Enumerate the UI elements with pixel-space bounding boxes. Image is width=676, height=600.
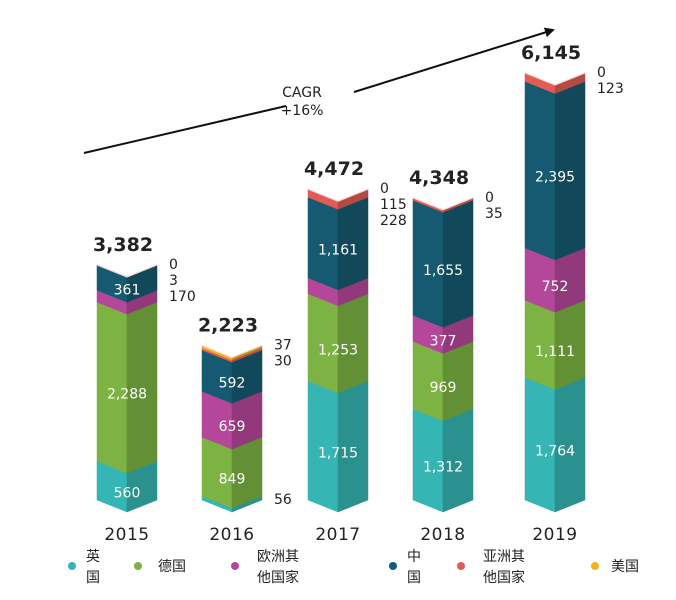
value-label-2015-3: 361 <box>114 283 141 299</box>
legend-label-2-line1: 欧洲其 <box>257 549 299 565</box>
value-label-2017-0: 1,715 <box>318 445 358 461</box>
value-label-2015-1: 2,288 <box>107 387 147 403</box>
value-label-2019-2: 752 <box>542 279 569 295</box>
bar-2015-cap <box>96 264 158 278</box>
bar-2017-cap <box>307 188 369 202</box>
bar-2016-cap <box>201 344 263 359</box>
bars-group <box>96 72 586 513</box>
total-label-2018: 4,348 <box>409 167 469 189</box>
value-label-2019-4: 123 <box>597 81 624 97</box>
value-label-2018-2: 377 <box>430 333 457 349</box>
year-label-2018: 2018 <box>420 525 465 545</box>
legend-label-0-line2: 国 <box>86 570 100 586</box>
legend-marker-5 <box>591 562 599 570</box>
legend-label-4-line1: 亚洲其 <box>483 549 525 565</box>
cagr-arrow-tail <box>83 105 287 154</box>
value-label-2017-2: 228 <box>380 213 407 229</box>
legend-marker-1 <box>134 562 142 570</box>
legend-label-3-line1: 中 <box>407 549 421 565</box>
value-label-2018-0: 1,312 <box>423 459 463 475</box>
cagr-annotation: CAGR +16% <box>83 27 555 154</box>
legend-label-3-line2: 国 <box>407 570 421 586</box>
year-label-2017: 2017 <box>315 525 360 545</box>
cagr-value: +16% <box>281 103 324 119</box>
value-label-2017-3: 1,161 <box>318 243 358 259</box>
legend-marker-4 <box>457 562 465 570</box>
legend-label-4-line2: 他国家 <box>483 569 525 586</box>
legend-marker-2 <box>231 562 239 570</box>
year-label-2016: 2016 <box>209 525 254 545</box>
value-label-2016-4: 30 <box>274 354 292 370</box>
value-label-2019-3: 2,395 <box>535 170 575 186</box>
legend-label-1: 德国 <box>158 559 186 575</box>
value-label-2018-5: 0 <box>485 190 494 206</box>
value-label-2017-1: 1,253 <box>318 342 358 358</box>
value-label-2018-4: 35 <box>485 206 503 222</box>
labels-group: 5602,288361031703,3822015849659592563730… <box>93 42 624 545</box>
value-label-2019-5: 0 <box>597 65 606 81</box>
value-label-2016-5: 37 <box>274 338 292 354</box>
value-label-2016-1: 849 <box>219 472 246 488</box>
total-label-2017: 4,472 <box>304 158 364 180</box>
value-label-2016-0: 56 <box>274 492 292 508</box>
total-label-2016: 2,223 <box>198 315 258 337</box>
total-label-2015: 3,382 <box>93 234 153 256</box>
value-label-2016-3: 592 <box>219 376 246 392</box>
value-label-2017-5: 0 <box>380 181 389 197</box>
legend-marker-0 <box>68 562 76 570</box>
value-label-2015-0: 560 <box>114 486 141 502</box>
value-label-2018-3: 1,655 <box>423 263 463 279</box>
total-label-2019: 6,145 <box>521 42 581 64</box>
bar-2018-cap <box>412 197 474 211</box>
value-label-2017-4: 115 <box>380 197 407 213</box>
legend-label-0-line1: 英 <box>86 548 100 565</box>
year-label-2015: 2015 <box>104 525 149 545</box>
value-label-2015-4: 3 <box>169 273 178 289</box>
value-label-2018-1: 969 <box>430 380 457 396</box>
legend-marker-3 <box>389 562 397 570</box>
bar-2019-cap <box>524 72 586 86</box>
cagr-arrow-head <box>353 27 555 93</box>
value-label-2016-2: 659 <box>219 419 246 435</box>
legend-label-5: 美国 <box>611 559 639 575</box>
cagr-label: CAGR <box>282 85 322 101</box>
value-label-2015-5: 0 <box>169 257 178 273</box>
value-label-2019-1: 1,111 <box>535 344 575 360</box>
value-label-2019-0: 1,764 <box>535 444 575 460</box>
year-label-2019: 2019 <box>532 525 577 545</box>
value-label-2015-2: 170 <box>169 289 196 305</box>
legend-label-2-line2: 他国家 <box>257 569 299 586</box>
